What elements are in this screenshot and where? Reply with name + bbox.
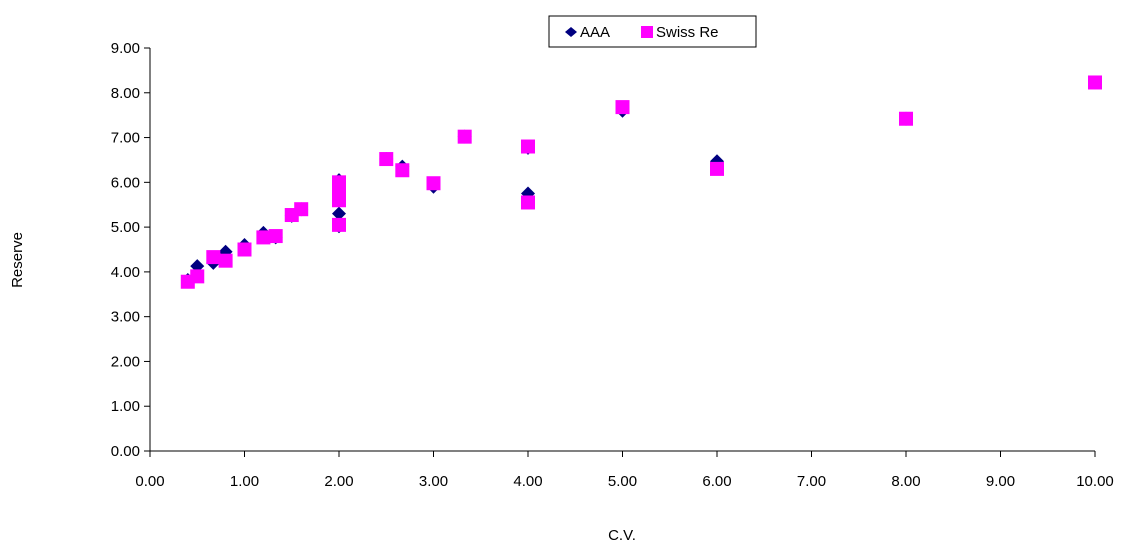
- legend-swiss-re-label: Swiss Re: [656, 24, 719, 41]
- y-tick-label: 2.00: [111, 353, 140, 370]
- y-tick-label: 6.00: [111, 174, 140, 191]
- swiss-re-point: [237, 242, 252, 257]
- swiss-re-point: [332, 217, 346, 232]
- y-tick-label: 9.00: [111, 40, 140, 57]
- y-axis-ticks: 0.00 1.00 2.00 3.00 4.00 5.00 6.00 7.00 8.00 9.00: [111, 40, 150, 460]
- swiss-re-point: [615, 100, 630, 115]
- x-tick-label: 7.00: [797, 473, 826, 490]
- swiss-re-point: [1088, 75, 1102, 90]
- x-tick-label: 6.00: [702, 473, 731, 490]
- legend-aaa-marker: [565, 27, 577, 37]
- y-tick-label: 0.00: [111, 443, 140, 460]
- legend: AAA Swiss Re: [548, 15, 757, 48]
- swiss-re-point: [294, 202, 309, 217]
- swiss-re-point: [457, 129, 472, 144]
- swiss-re-point: [256, 230, 271, 245]
- y-tick-label: 4.00: [111, 264, 140, 281]
- swiss-re-point: [190, 269, 205, 284]
- y-tick-label: 5.00: [111, 219, 140, 236]
- x-tick-label: 0.00: [135, 473, 164, 490]
- legend-swiss-re-marker: [641, 26, 653, 38]
- swiss-re-point: [899, 111, 913, 126]
- swiss-re-point: [395, 163, 410, 178]
- y-axis-title: Reserve: [9, 232, 26, 288]
- swiss-re-point: [206, 250, 221, 265]
- y-tick-label: 3.00: [111, 309, 140, 326]
- x-tick-label: 1.00: [230, 473, 259, 490]
- y-tick-label: 8.00: [111, 85, 140, 102]
- swiss-re-point: [218, 253, 233, 268]
- swiss-re-point: [379, 152, 394, 167]
- legend-aaa-label: AAA: [580, 24, 610, 41]
- series-aaa-points: [180, 75, 1102, 287]
- x-tick-label: 9.00: [986, 473, 1015, 490]
- y-tick-label: 7.00: [111, 130, 140, 147]
- swiss-re-point: [710, 161, 724, 176]
- swiss-re-point: [521, 195, 535, 210]
- series-swiss-re-points: [180, 75, 1102, 289]
- x-tick-label: 4.00: [513, 473, 542, 490]
- aaa-point: [332, 206, 346, 221]
- x-tick-label: 10.00: [1076, 473, 1114, 490]
- swiss-re-point: [268, 229, 283, 244]
- x-tick-label: 8.00: [891, 473, 920, 490]
- x-tick-label: 3.00: [419, 473, 448, 490]
- swiss-re-point: [426, 176, 441, 191]
- x-tick-label: 2.00: [324, 473, 353, 490]
- swiss-re-point: [332, 184, 346, 199]
- x-axis-ticks: 0.00 1.00 2.00 3.00 4.00 5.00 6.00 7.00 8.00 9.00…: [135, 451, 1114, 490]
- y-tick-label: 1.00: [111, 398, 140, 415]
- x-axis-title: C.V.: [608, 527, 636, 544]
- swiss-re-point: [521, 139, 535, 154]
- x-tick-label: 5.00: [608, 473, 637, 490]
